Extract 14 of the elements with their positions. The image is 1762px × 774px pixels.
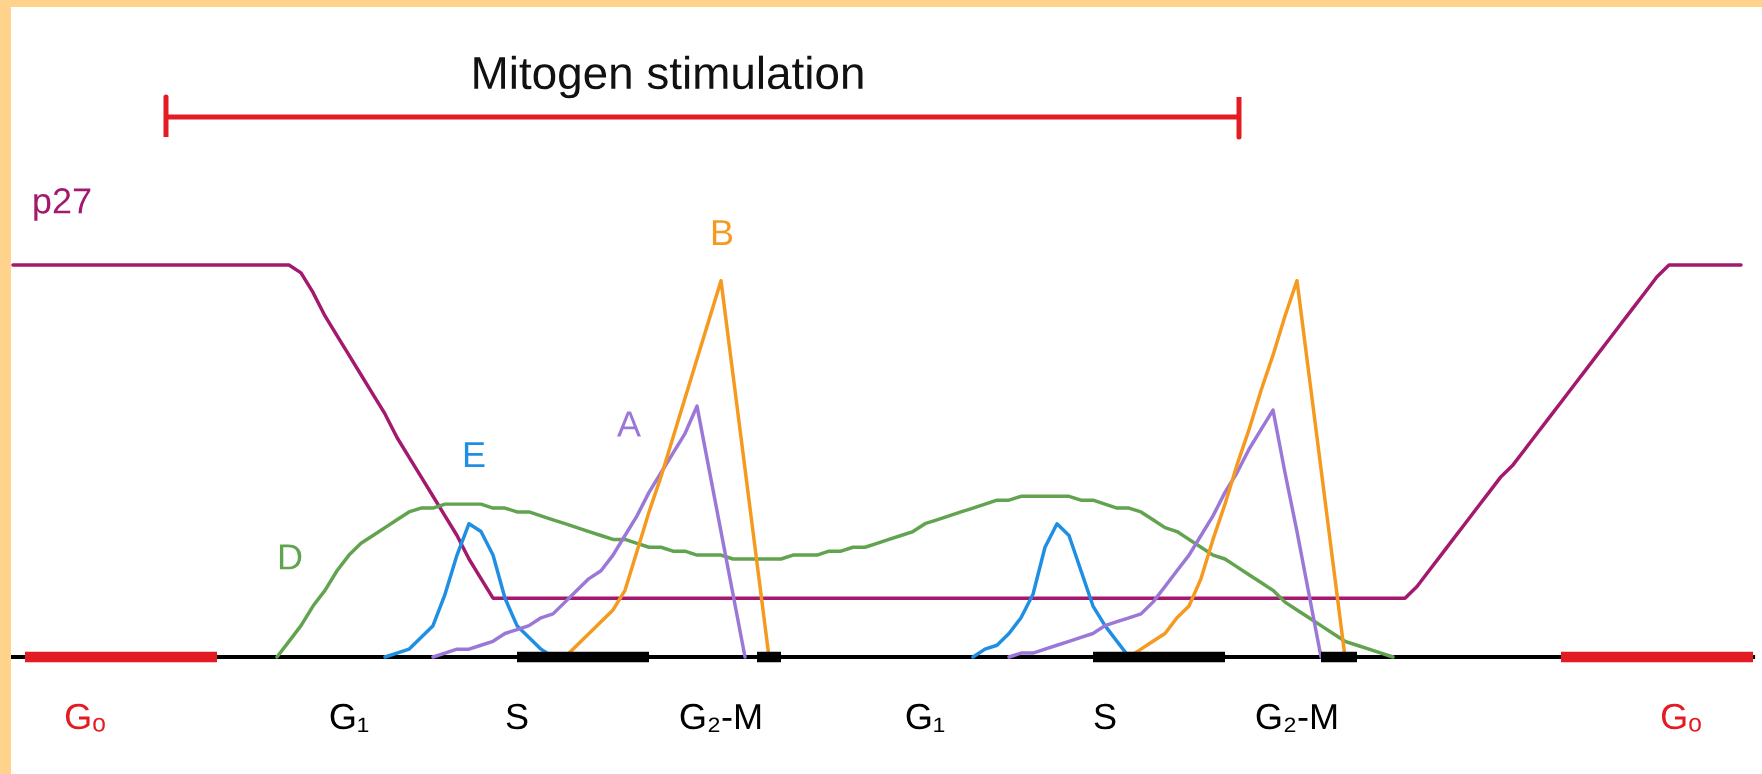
x-tick-label: Gₒ (65, 703, 105, 732)
x-tick-label: G₁ (906, 703, 945, 733)
series-label: p27 (34, 188, 91, 221)
x-tick-label: G₂-M (1256, 703, 1337, 733)
x-tick-label: S (1094, 703, 1116, 730)
x-tick-label: G₁ (330, 703, 369, 733)
series-label: D (279, 544, 302, 570)
x-tick-label: G₂-M (680, 703, 761, 733)
series-label: B (712, 220, 733, 246)
series-label: A (617, 411, 641, 437)
x-tick-label: S (506, 703, 528, 730)
series-label: E (464, 442, 485, 468)
x-tick-label: Gₒ (1661, 703, 1701, 732)
text: Mitogen stimulation (474, 55, 863, 99)
